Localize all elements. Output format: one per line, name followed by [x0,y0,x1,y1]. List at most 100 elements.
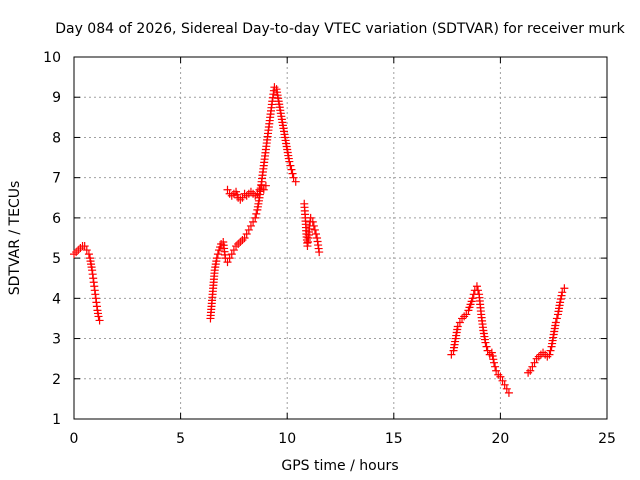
data-point [306,213,315,222]
x-tick-label: 25 [598,431,616,447]
data-point [285,157,294,166]
data-point [524,368,533,377]
data-point-dense [557,291,566,300]
data-point [261,181,270,190]
data-point-dense [474,286,483,295]
data-point [249,217,258,226]
data-point-dense [491,362,500,371]
data-point [455,318,464,327]
data-point [504,388,513,397]
data-point [234,240,243,249]
plot-area-frame [73,56,608,420]
data-point [72,248,81,257]
data-point [246,221,255,230]
data-point [82,246,91,255]
data-point [244,225,253,234]
data-point-dense [552,314,561,323]
data-point [80,242,89,251]
data-point [253,189,262,198]
axis-ticks: 0 5 10 15 20 25 1 2 3 4 5 6 7 8 9 10 [43,50,616,447]
y-tick-label: 3 [52,332,61,348]
data-point-dense [286,161,295,170]
data-point [447,350,456,359]
data-point [468,294,477,303]
data-point [315,248,324,257]
data-point [534,352,543,361]
data-point [530,358,539,367]
x-tick-label: 15 [385,431,403,447]
data-point [227,250,236,259]
data-point [483,346,492,355]
data-point [460,312,469,321]
y-axis-label: SDTVAR / TECUs [7,181,23,296]
data-point-dense [482,342,491,351]
data-point [76,244,85,253]
y-tick-label: 4 [52,291,61,307]
grid-lines [74,57,607,419]
x-tick-label: 10 [278,431,296,447]
y-tick-label: 7 [52,171,61,187]
data-point-dense [213,250,222,259]
data-points [70,83,569,397]
y-tick-label: 5 [52,251,61,267]
data-point [238,236,247,245]
data-point [225,254,234,263]
data-point-dense [489,355,498,364]
data-point [500,380,509,389]
data-point [95,316,104,325]
data-point [560,284,569,293]
data-point [545,350,554,359]
data-point [94,312,103,321]
data-point [70,250,78,259]
data-point [496,372,505,381]
data-point [472,282,481,291]
data-point [539,348,548,357]
data-point [84,250,93,259]
data-point [232,242,241,251]
data-point [532,354,541,363]
y-tick-label: 2 [52,372,61,388]
data-point [481,338,490,347]
x-tick-label: 0 [70,431,79,447]
data-point [494,370,503,379]
data-point [240,234,249,242]
data-point [251,191,260,200]
data-point [492,366,501,375]
data-point [223,185,232,194]
data-point [462,310,471,319]
data-point-dense [311,229,320,238]
data-point [498,376,507,385]
data-point [551,318,560,327]
data-point [242,229,251,238]
y-tick-label: 6 [52,211,61,227]
data-point [526,366,535,375]
data-point-dense [488,351,497,360]
data-point [453,322,462,331]
data-point [227,191,236,200]
data-point [242,191,251,200]
data-point [236,238,245,247]
data-point [556,298,565,307]
data-point [291,177,300,186]
data-point [558,288,567,297]
data-point-dense [252,209,261,218]
data-point [490,358,499,367]
x-axis-label: GPS time / hours [281,458,398,474]
data-point-dense [309,221,318,230]
data-point [238,193,247,202]
data-point [223,258,232,267]
data-point-dense [288,169,297,178]
data-point [528,362,537,371]
data-point [308,217,317,226]
data-point [74,246,83,255]
x-tick-label: 5 [176,431,185,447]
y-tick-label: 8 [52,130,61,146]
data-point [259,185,268,194]
data-point-dense [556,295,565,304]
data-point [310,225,319,234]
data-point [289,173,298,182]
y-tick-label: 1 [52,412,61,428]
data-point [287,165,296,174]
data-point [502,384,511,393]
y-tick-label: 9 [52,90,61,106]
